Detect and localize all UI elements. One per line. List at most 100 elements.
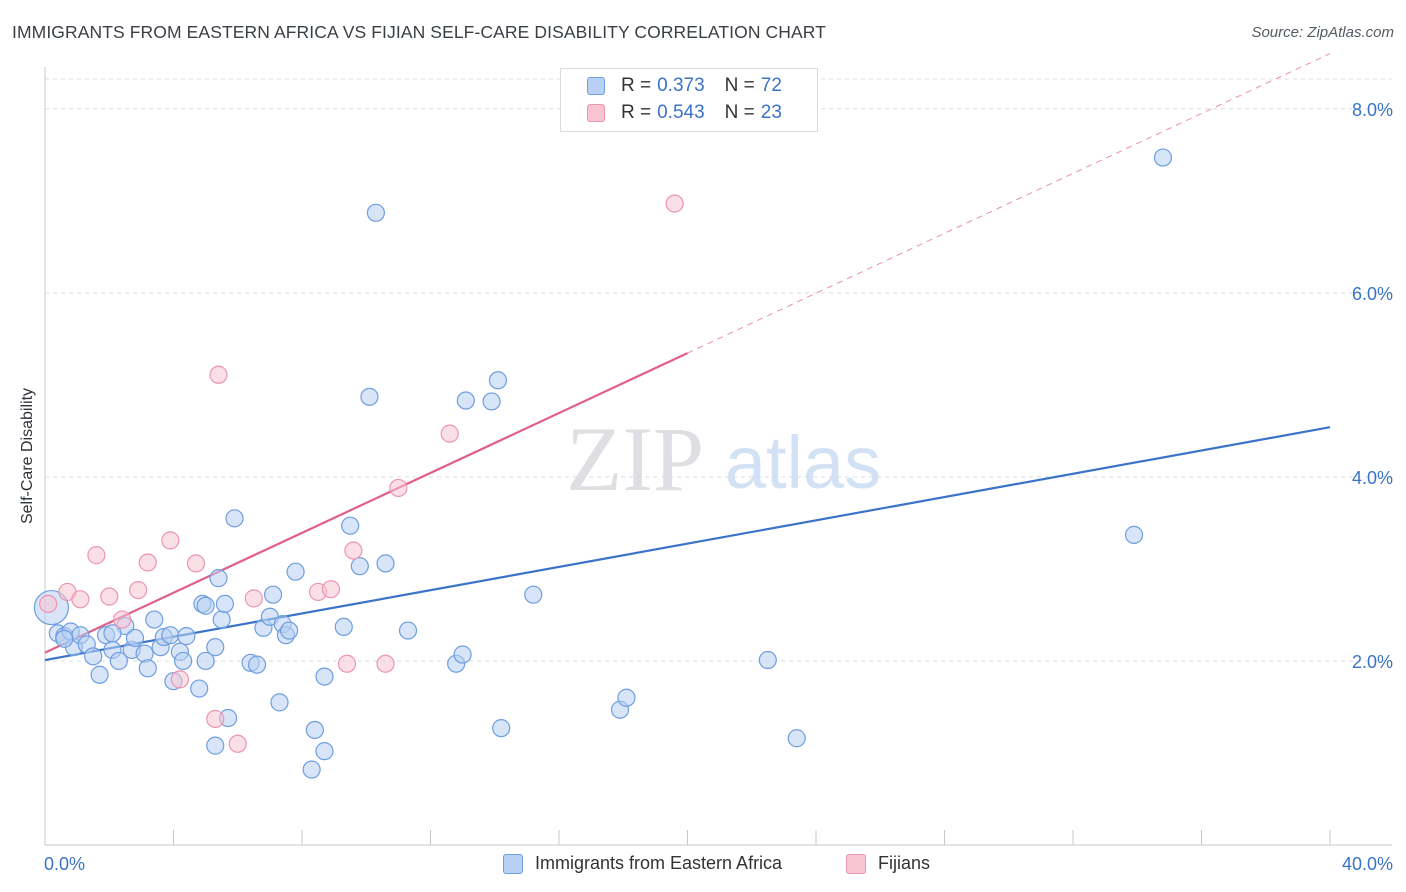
point-eastern-africa	[206, 736, 225, 755]
watermark-zip: ZIP	[566, 408, 704, 510]
watermark-atlas: atlas	[725, 421, 881, 504]
point-eastern-africa	[617, 688, 636, 707]
point-fijians	[228, 734, 247, 753]
point-eastern-africa	[196, 596, 215, 615]
point-eastern-africa	[758, 650, 777, 670]
point-eastern-africa	[215, 594, 234, 613]
point-eastern-africa	[90, 665, 109, 684]
watermark: ZIP atlas	[566, 408, 881, 510]
point-eastern-africa	[482, 392, 501, 411]
point-eastern-africa	[488, 371, 508, 390]
point-eastern-africa	[286, 562, 305, 581]
trend-line-fijians	[44, 352, 688, 654]
point-eastern-africa	[315, 742, 334, 761]
point-eastern-africa	[209, 569, 228, 588]
x-tick-label-max: 40.0%	[1342, 854, 1393, 874]
point-eastern-africa	[177, 627, 196, 646]
point-eastern-africa	[84, 647, 103, 666]
point-fijians	[244, 589, 263, 608]
point-eastern-africa	[524, 585, 543, 604]
point-eastern-africa	[270, 693, 289, 712]
legend-label: Immigrants from Eastern Africa	[535, 853, 783, 873]
point-eastern-africa	[145, 610, 164, 629]
point-eastern-africa	[135, 644, 154, 663]
x-tick-label-min: 0.0%	[44, 854, 85, 874]
point-fijians	[138, 553, 157, 572]
legend-n-key: N =	[724, 75, 755, 96]
point-eastern-africa	[247, 655, 267, 674]
point-eastern-africa	[456, 391, 475, 410]
legend-row-eastern-africa: R = 0.373 N = 72	[587, 73, 782, 99]
legend-n-value: 72	[760, 75, 782, 96]
point-fijians	[321, 580, 341, 599]
point-eastern-africa	[125, 628, 145, 648]
legend-label: Fijians	[878, 853, 931, 873]
trend-lines	[44, 53, 1331, 662]
point-fijians	[665, 194, 684, 213]
point-eastern-africa	[174, 651, 193, 671]
point-fijians	[440, 424, 459, 443]
point-eastern-africa	[263, 585, 283, 604]
point-fijians	[112, 610, 132, 629]
gridlines	[45, 78, 1392, 662]
trend-line-fijians-extension	[687, 53, 1331, 354]
point-eastern-africa	[376, 554, 395, 573]
point-eastern-africa	[212, 610, 231, 629]
point-eastern-africa	[196, 651, 215, 671]
legend-n-key: N =	[724, 102, 755, 123]
point-eastern-africa	[341, 516, 360, 535]
point-eastern-africa	[398, 621, 418, 640]
legend-swatch-blue	[503, 853, 523, 874]
point-fijians	[186, 554, 206, 573]
point-fijians	[39, 594, 58, 613]
point-eastern-africa	[360, 387, 379, 406]
point-eastern-africa	[1124, 525, 1144, 544]
point-eastern-africa	[161, 626, 180, 645]
point-eastern-africa	[492, 719, 511, 738]
legend-swatch-blue	[587, 77, 605, 95]
point-fijians	[376, 654, 395, 673]
point-eastern-africa	[103, 624, 122, 643]
point-eastern-africa	[305, 720, 324, 740]
legend-r-value: 0.373	[657, 75, 705, 96]
point-fijians	[170, 670, 190, 689]
point-eastern-africa	[280, 621, 299, 640]
legend-r-value: 0.543	[657, 102, 705, 123]
point-eastern-africa	[334, 617, 353, 637]
point-eastern-africa	[315, 667, 334, 686]
legend-item-eastern-africa: Immigrants from Eastern Africa	[503, 853, 782, 874]
chart-title: IMMIGRANTS FROM EASTERN AFRICA VS FIJIAN…	[12, 22, 826, 42]
legend-swatch-pink	[846, 853, 866, 874]
point-fijians	[206, 709, 225, 729]
legend-row-fijians: R = 0.543 N = 23	[587, 100, 782, 126]
axes	[44, 67, 1392, 846]
point-eastern-africa	[206, 638, 225, 657]
point-fijians	[71, 590, 90, 609]
point-fijians	[100, 587, 119, 606]
point-eastern-africa	[350, 557, 369, 576]
point-eastern-africa	[225, 509, 244, 528]
point-eastern-africa	[138, 659, 157, 678]
point-eastern-africa	[787, 729, 806, 748]
y-tick-label: 4.0%	[1352, 468, 1393, 488]
point-eastern-africa	[109, 651, 128, 671]
point-fijians	[209, 365, 228, 384]
point-eastern-africa	[190, 679, 209, 698]
y-tick-label: 2.0%	[1352, 652, 1393, 672]
point-eastern-africa	[55, 629, 74, 648]
legend-n-value: 23	[760, 102, 782, 123]
point-fijians	[337, 654, 357, 673]
point-eastern-africa	[453, 645, 472, 664]
point-fijians	[129, 580, 148, 600]
y-tick-label: 8.0%	[1352, 100, 1393, 120]
point-eastern-africa	[1153, 148, 1173, 167]
point-eastern-africa	[366, 203, 385, 222]
y-tick-label: 6.0%	[1352, 284, 1393, 304]
legend-swatch-pink	[587, 104, 605, 122]
legend-r-key: R =	[621, 75, 652, 96]
point-eastern-africa	[302, 760, 321, 779]
data-points	[33, 148, 1173, 779]
source-label: Source: ZipAtlas.com	[1251, 24, 1394, 41]
series-legend: Immigrants from Eastern Africa Fijians	[0, 851, 1406, 877]
